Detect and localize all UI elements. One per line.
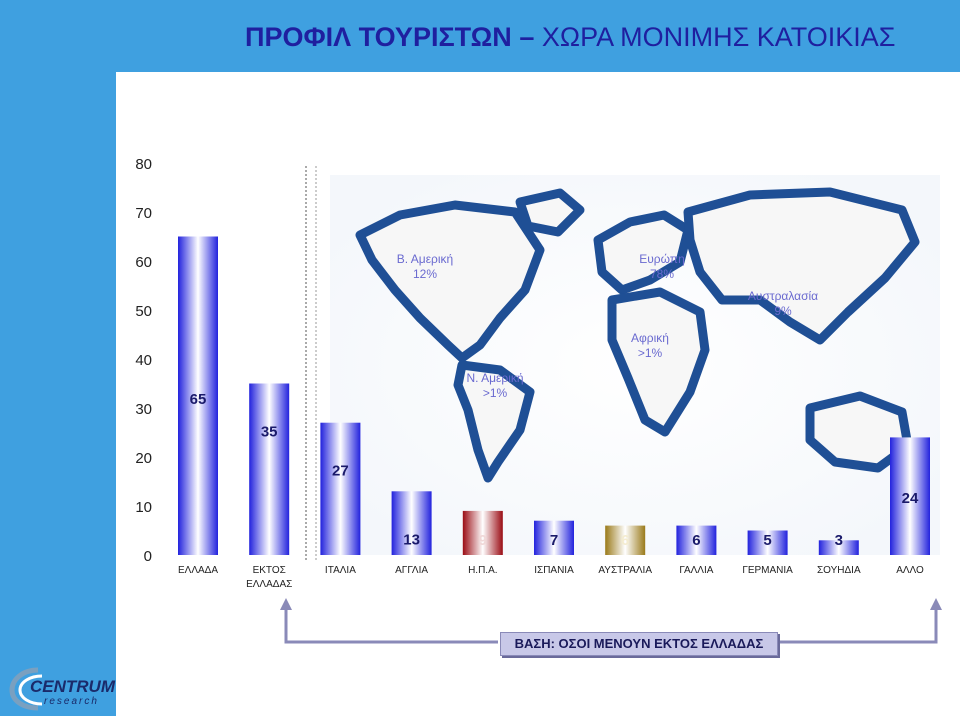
bar-value-label: 6 — [692, 532, 700, 549]
header-band — [0, 0, 960, 72]
y-tick-label: 20 — [135, 450, 152, 467]
basis-note: ΒΑΣΗ: ΟΣΟΙ ΜΕΝΟΥΝ ΕΚΤΟΣ ΕΛΛΑΔΑΣ — [500, 632, 778, 656]
y-tick-label: 70 — [135, 205, 152, 222]
y-tick-label: 40 — [135, 352, 152, 369]
bracket-left-line — [284, 603, 498, 644]
left-band — [0, 72, 116, 716]
bar-value-label: 35 — [261, 424, 278, 441]
bar — [534, 520, 574, 555]
y-tick-label: 80 — [135, 156, 152, 173]
africa-shape — [607, 287, 710, 437]
south-america-shape — [453, 360, 535, 483]
category-label: ΕΚΤΟΣ — [253, 565, 286, 576]
svg-text:research: research — [44, 696, 99, 707]
category-label: ΓΑΛΛΙΑ — [679, 565, 713, 576]
category-label: Η.Π.Α. — [468, 565, 497, 576]
bar — [249, 383, 290, 555]
north-america-shape — [355, 200, 545, 363]
category-label: ΙΤΑΛΙΑ — [325, 565, 356, 576]
bar — [178, 236, 218, 555]
map-label-name: Ευρώπη — [639, 252, 685, 266]
map-label-name: Αφρική — [631, 331, 669, 345]
y-tick-label: 50 — [135, 303, 152, 320]
category-label: ΑΛΛΟ — [896, 565, 924, 576]
map-label-percent: 12% — [413, 267, 437, 281]
centrum-logo: CENTRUM research — [9, 667, 116, 711]
page-title: ΠΡΟΦΙΛ ΤΟΥΡΙΣΤΩΝ – ΧΩΡΑ ΜΟΝΙΜΗΣ ΚΑΤΟΙΚΙΑ… — [245, 22, 896, 53]
y-tick-label: 30 — [135, 401, 152, 418]
map-label-percent: 9% — [774, 304, 792, 318]
bar — [676, 525, 717, 555]
y-tick-label: 60 — [135, 254, 152, 271]
map-label-percent: >1% — [638, 346, 663, 360]
bar — [747, 530, 788, 555]
category-label: ΑΥΣΤΡΑΛΙΑ — [598, 565, 652, 576]
category-label: ΙΣΠΑΝΙΑ — [534, 565, 574, 576]
map-label-name: Αυστραλασία — [748, 289, 818, 303]
bar-value-label: 13 — [403, 531, 420, 548]
y-tick-label: 0 — [144, 548, 152, 565]
map-label-percent: >1% — [483, 386, 508, 400]
bar — [605, 525, 646, 555]
bracket-arrow-right — [930, 598, 942, 610]
title-subtitle: ΧΩΡΑ ΜΟΝΙΜΗΣ ΚΑΤΟΙΚΙΑΣ — [541, 22, 896, 52]
bar-value-label: 7 — [550, 532, 558, 549]
bar — [890, 437, 930, 555]
world-map — [330, 175, 940, 555]
title-dash: – — [519, 22, 535, 52]
category-label: ΣΟΥΗΔΙΑ — [817, 565, 861, 576]
category-label: ΑΓΓΛΙΑ — [395, 565, 428, 576]
europe-shape — [593, 210, 693, 295]
bar-value-label: 24 — [902, 490, 919, 507]
category-label: ΕΛΛΑΔΑΣ — [246, 579, 292, 590]
bracket-right-line — [778, 603, 938, 644]
y-tick-label: 10 — [135, 499, 152, 516]
category-label: ΓΕΡΜΑΝΙΑ — [742, 565, 793, 576]
bar-value-label: 65 — [190, 391, 207, 408]
map-label-name: Β. Αμερική — [397, 252, 453, 266]
svg-text:CENTRUM: CENTRUM — [30, 677, 116, 696]
bar — [818, 540, 859, 555]
bar — [462, 510, 503, 555]
basis-bracket — [280, 598, 942, 644]
bracket-arrow-left — [280, 598, 292, 610]
greenland-shape — [515, 188, 585, 237]
bar-value-label: 9 — [479, 532, 487, 549]
map-label-name: Ν. Αμερική — [466, 371, 523, 385]
bar — [391, 491, 432, 555]
bar-value-label: 6 — [621, 532, 629, 549]
bar-value-label: 5 — [763, 532, 771, 549]
map-label-percent: 78% — [650, 267, 674, 281]
bar — [320, 422, 361, 555]
category-label: ΕΛΛΑΔΑ — [178, 565, 218, 576]
title-main: ΠΡΟΦΙΛ ΤΟΥΡΙΣΤΩΝ — [245, 22, 512, 52]
bar-value-label: 3 — [835, 532, 843, 549]
bar-value-label: 27 — [332, 463, 349, 480]
asia-shape — [683, 187, 920, 345]
